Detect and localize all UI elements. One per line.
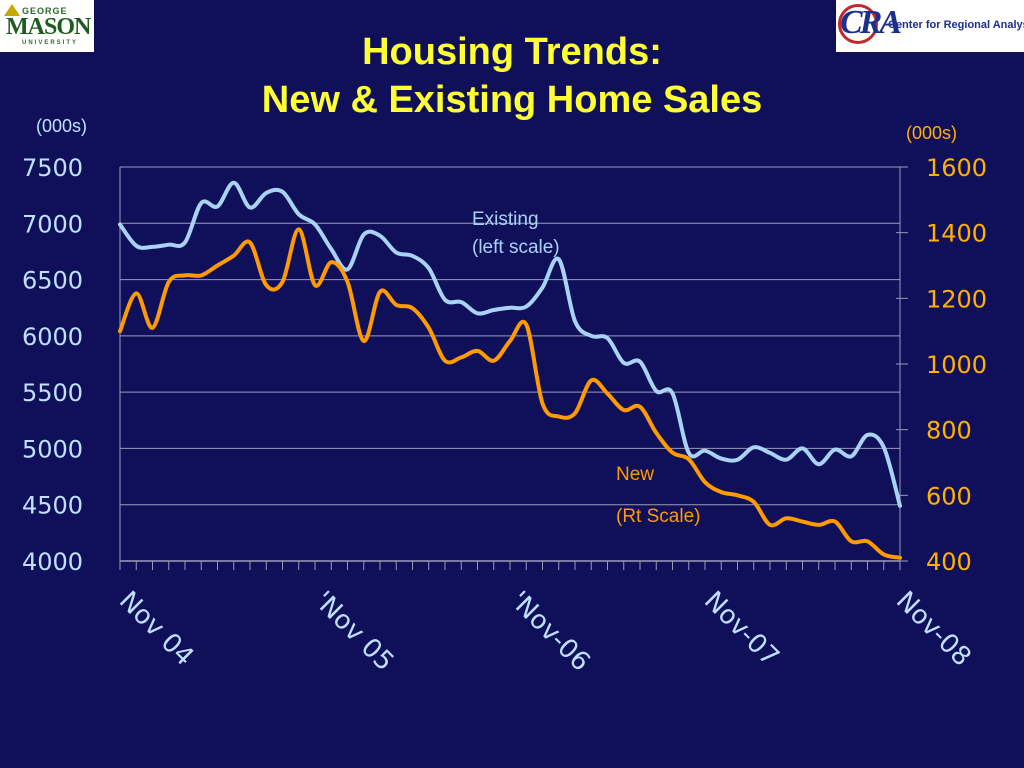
series-line-new xyxy=(118,227,902,560)
existing-annotation-line-2: (left scale) xyxy=(472,237,560,258)
x-tick-label: 'Nov 05 xyxy=(308,586,399,677)
x-tick-label: Nov-07 xyxy=(698,586,785,673)
series-line-existing xyxy=(118,180,902,508)
left-tick-label: 6500 xyxy=(22,267,83,295)
page-title: Housing Trends: New & Existing Home Sale… xyxy=(0,28,1024,124)
logo-left-bottom: UNIVERSITY xyxy=(22,40,79,46)
left-tick-label: 4000 xyxy=(22,548,83,576)
left-axis-unit: (000s) xyxy=(36,116,87,136)
logo-right-mark: CRA xyxy=(840,4,902,41)
left-tick-label: 4500 xyxy=(22,492,83,520)
george-mason-logo: GEORGE MASON UNIVERSITY xyxy=(0,0,94,52)
right-tick-label: 1000 xyxy=(926,351,987,379)
right-tick-label: 1200 xyxy=(926,285,987,313)
cra-logo: CRA Center for Regional Analysis xyxy=(836,0,1024,52)
new-annotation: New (Rt Scale) xyxy=(616,454,700,538)
right-tick-label: 1600 xyxy=(926,154,987,182)
left-tick-label: 7000 xyxy=(22,210,83,238)
right-tick-label: 1400 xyxy=(926,220,987,248)
right-tick-label: 400 xyxy=(926,548,972,576)
left-tick-label: 7500 xyxy=(22,154,83,182)
title-line-1: Housing Trends: xyxy=(362,31,662,73)
new-annotation-line-2: (Rt Scale) xyxy=(616,506,701,527)
left-tick-label: 5500 xyxy=(22,379,83,407)
x-tick-label: Nov 04 xyxy=(113,586,199,672)
title-line-2: New & Existing Home Sales xyxy=(261,79,763,121)
left-tick-label: 6000 xyxy=(22,323,83,351)
logo-left-top: GEORGE xyxy=(22,6,68,16)
left-tick-label: 5000 xyxy=(22,435,83,463)
right-tick-label: 600 xyxy=(926,482,972,510)
right-tick-label: 800 xyxy=(926,417,972,445)
logo-right-text: Center for Regional Analysis xyxy=(888,19,1024,31)
right-axis-unit: (000s) xyxy=(906,123,957,143)
existing-annotation: Existing (left scale) xyxy=(472,206,560,262)
x-tick-label: Nov-08 xyxy=(890,586,977,673)
new-annotation-line-1: New xyxy=(616,464,655,485)
existing-annotation-line-1: Existing xyxy=(472,209,539,230)
logo-left-main: MASON xyxy=(6,14,91,40)
cra-ring-icon xyxy=(838,4,878,44)
x-tick-label: 'Nov-06 xyxy=(504,586,596,678)
